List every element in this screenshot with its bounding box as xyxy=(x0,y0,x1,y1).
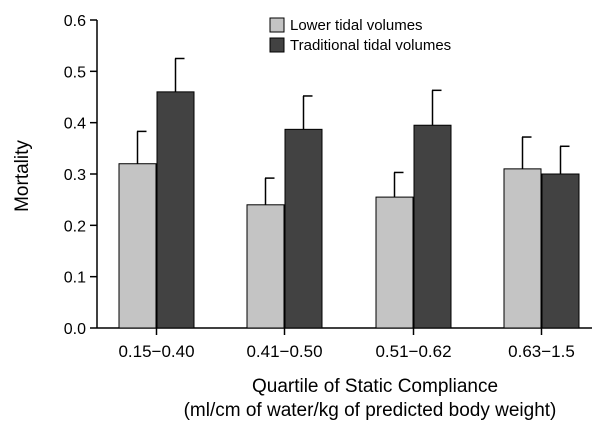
bar-traditional xyxy=(413,124,452,329)
x-axis-title-line1: Quartile of Static Compliance xyxy=(252,376,498,397)
x-axis-title-line2: (ml/cm of water/kg of predicted body wei… xyxy=(184,400,557,421)
legend-swatch xyxy=(269,17,285,33)
x-tick-label: 0.15−0.40 xyxy=(118,342,194,361)
bar-lower xyxy=(503,168,542,329)
bar-lower xyxy=(118,163,157,329)
tick-labels: 0.0 0.1 0.2 0.3 0.4 0.5 0.6 0.15−0.40 0.41−0.50 0… xyxy=(64,13,575,361)
legend-label: Lower tidal volumes xyxy=(290,17,423,34)
y-tick-label: 0.5 xyxy=(64,64,86,81)
bar-traditional xyxy=(156,91,195,329)
bar-traditional xyxy=(541,173,580,329)
y-axis-title: Mortality xyxy=(12,140,33,212)
y-tick-label: 0.2 xyxy=(64,218,86,235)
bars xyxy=(118,91,580,329)
bar-traditional xyxy=(284,128,323,329)
y-tick-label: 0.3 xyxy=(64,167,86,184)
x-tick-label: 0.63−1.5 xyxy=(508,342,575,361)
bar-lower xyxy=(375,196,414,329)
x-tick-label: 0.41−0.50 xyxy=(246,342,322,361)
y-tick-label: 0.4 xyxy=(64,116,86,133)
legend-label: Traditional tidal volumes xyxy=(290,37,451,54)
x-tick-label: 0.51−0.62 xyxy=(375,342,451,361)
y-tick-label: 0.6 xyxy=(64,13,86,30)
bar-lower xyxy=(246,204,285,329)
y-tick-label: 0.1 xyxy=(64,270,86,287)
error-bars xyxy=(136,57,570,205)
legend-swatch xyxy=(269,37,285,53)
y-tick-label: 0.0 xyxy=(64,321,86,338)
legend: Lower tidal volumes Traditional tidal vol… xyxy=(269,17,451,54)
